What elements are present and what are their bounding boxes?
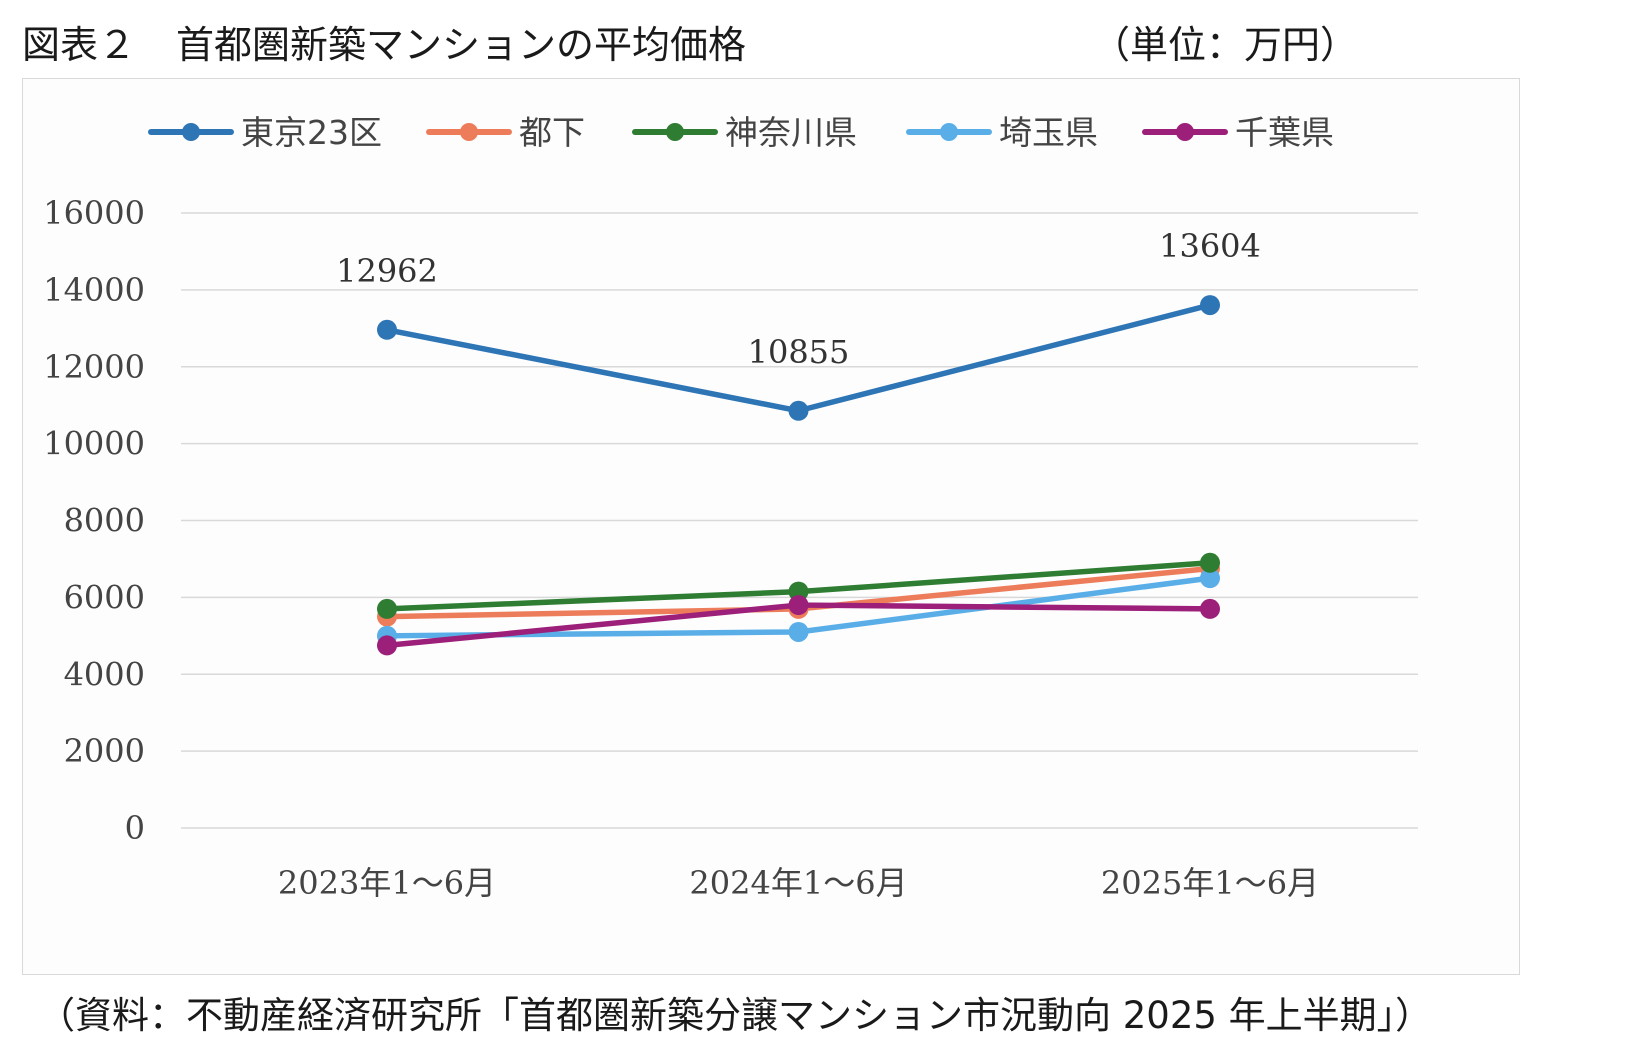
legend-marker xyxy=(1176,123,1194,141)
chart-frame: 0 2000 4000 6000 8000 10000 12000 14000 16000 202… xyxy=(22,78,1520,975)
legend-marker xyxy=(182,123,200,141)
data-point xyxy=(788,400,809,421)
data-point xyxy=(1200,568,1220,589)
data-point xyxy=(788,621,809,642)
x-tick-label: 2023年1～6月 xyxy=(278,864,496,902)
unit-label: （単位：万円） xyxy=(1092,23,1359,67)
figure-number: 図表２ xyxy=(22,23,137,67)
legend-marker xyxy=(940,123,958,141)
line-chart: 0 2000 4000 6000 8000 10000 12000 14000 16000 202… xyxy=(43,113,1418,902)
legend-label: 埼玉県 xyxy=(999,113,1098,152)
data-point xyxy=(1200,295,1220,316)
legend-label: 都下 xyxy=(519,113,585,152)
data-point xyxy=(377,635,397,656)
legend-marker xyxy=(460,123,478,141)
legend-label: 東京23区 xyxy=(241,113,382,152)
data-label: 13604 xyxy=(1159,227,1261,265)
data-point xyxy=(788,595,809,616)
data-point xyxy=(377,319,397,340)
legend-label: 神奈川県 xyxy=(725,113,857,152)
y-tick-label: 10000 xyxy=(43,425,145,463)
data-point xyxy=(1200,552,1220,573)
x-tick-label: 2025年1～6月 xyxy=(1101,864,1319,902)
x-tick-label: 2024年1～6月 xyxy=(689,864,907,902)
y-tick-label: 16000 xyxy=(43,194,145,232)
data-label: 10855 xyxy=(748,333,850,371)
y-tick-label: 8000 xyxy=(64,502,145,540)
legend-marker xyxy=(666,123,684,141)
data-point xyxy=(1200,598,1220,619)
y-tick-label: 14000 xyxy=(43,271,145,309)
y-tick-label: 0 xyxy=(125,809,145,847)
page-title: 図表２ 首都圏新築マンションの平均価格 xyxy=(22,14,746,69)
y-tick-label: 6000 xyxy=(64,578,145,616)
legend-label: 千葉県 xyxy=(1235,113,1334,152)
y-tick-label: 2000 xyxy=(64,732,145,770)
source-note: （資料：不動産経済研究所「首都圏新築分譲マンション市況動向 2025 年上半期」… xyxy=(38,994,1433,1037)
chart-title: 首都圏新築マンションの平均価格 xyxy=(176,23,747,67)
y-tick-label: 12000 xyxy=(43,348,145,386)
data-label: 12962 xyxy=(336,252,438,290)
y-tick-label: 4000 xyxy=(64,655,145,693)
data-point xyxy=(377,598,397,619)
